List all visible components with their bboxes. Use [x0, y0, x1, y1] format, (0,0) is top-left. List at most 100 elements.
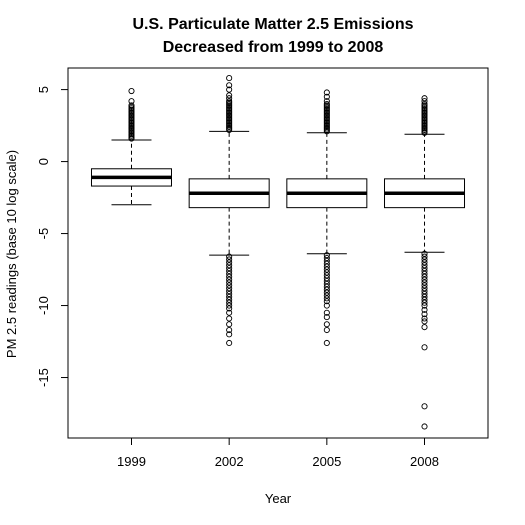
outlier-point: [421, 95, 428, 102]
outlier-point: [226, 296, 233, 303]
outlier-point: [323, 326, 330, 334]
outlier-point: [323, 278, 330, 285]
box-2005: [286, 89, 368, 347]
outlier-point: [323, 263, 330, 270]
outlier-point: [421, 403, 428, 410]
outlier-point: [226, 75, 233, 82]
y-axis-label: PM 2.5 readings (base 10 log scale): [4, 150, 19, 358]
outlier-point: [323, 309, 330, 316]
y-tick-label: 0: [36, 158, 51, 165]
x-tick-label: 1999: [117, 454, 146, 469]
box-1999: [90, 87, 172, 206]
outlier-point: [421, 423, 428, 430]
outlier-point: [421, 282, 428, 289]
outlier-point: [421, 285, 428, 292]
outlier-point: [226, 321, 233, 328]
outlier-point: [323, 283, 330, 290]
outlier-point: [226, 98, 233, 105]
x-tick-label: 2008: [410, 454, 439, 469]
outlier-point: [421, 315, 428, 322]
x-tick-label: 2005: [312, 454, 341, 469]
outlier-point: [323, 321, 330, 328]
y-tick-label: -5: [36, 228, 51, 240]
outlier-point: [323, 298, 330, 305]
outlier-point: [421, 290, 428, 298]
outlier-point: [421, 273, 428, 280]
chart-title-line2: Decreased from 1999 to 2008: [163, 39, 384, 56]
outlier-point: [226, 288, 233, 295]
outlier-point: [226, 293, 233, 300]
outlier-point: [421, 265, 428, 272]
outlier-point: [421, 259, 428, 266]
outlier-point: [421, 267, 428, 275]
outlier-point: [226, 95, 233, 102]
outlier-point: [323, 286, 330, 293]
outlier-point: [421, 344, 428, 351]
outlier-point: [226, 326, 233, 334]
outlier-point: [226, 302, 233, 309]
outlier-point: [421, 299, 428, 306]
outlier-point: [323, 272, 330, 279]
chart-title-line1: U.S. Particulate Matter 2.5 Emissions: [133, 16, 414, 33]
outlier-point: [421, 296, 428, 303]
outlier-point: [421, 98, 428, 105]
outlier-point: [421, 100, 428, 108]
y-tick-label: 5: [36, 86, 51, 93]
outlier-point: [421, 250, 428, 257]
x-axis: 1999 2002 2005 2008: [117, 437, 439, 469]
outlier-point: [226, 265, 233, 272]
outlier-point: [323, 275, 330, 282]
outlier-point: [421, 253, 428, 260]
outlier-point: [226, 273, 233, 280]
outlier-point: [226, 315, 233, 322]
outlier-point: [323, 266, 330, 273]
outlier-point: [421, 302, 428, 309]
outlier-point: [226, 309, 233, 316]
outlier-point: [323, 252, 330, 259]
outlier-point: [421, 311, 428, 318]
outlier-point: [128, 87, 135, 95]
outlier-point: [226, 339, 233, 347]
outlier-point: [421, 262, 428, 269]
outlier-point: [323, 314, 330, 321]
outlier-point: [323, 292, 330, 299]
outlier-point: [323, 257, 330, 264]
outlier-point: [226, 299, 233, 306]
outlier-point: [226, 92, 233, 99]
outlier-point: [323, 280, 330, 288]
y-tick-label: -10: [36, 296, 51, 315]
outlier-point: [323, 89, 330, 96]
y-axis: 5 0 -5 -10 -15: [36, 86, 69, 387]
outlier-point: [323, 93, 330, 100]
outlier-point: [323, 98, 330, 105]
outlier-point: [323, 254, 330, 262]
outlier-point: [421, 270, 428, 277]
outlier-point: [421, 256, 428, 263]
outlier-point: [226, 253, 233, 260]
outlier-point: [226, 290, 233, 298]
outlier-point: [226, 267, 233, 275]
outlier-point: [323, 302, 330, 309]
outlier-point: [421, 288, 428, 295]
outlier-point: [323, 260, 330, 267]
outlier-point: [226, 276, 233, 283]
box-series: [90, 75, 466, 430]
outlier-point: [323, 269, 330, 276]
box-2008: [384, 95, 466, 430]
outlier-point: [323, 289, 330, 296]
outlier-point: [226, 282, 233, 289]
outlier-point: [323, 100, 330, 108]
outlier-point: [421, 306, 428, 313]
outlier-point: [323, 295, 330, 302]
outlier-point: [323, 339, 330, 347]
outlier-point: [226, 270, 233, 277]
outlier-point: [421, 276, 428, 283]
outlier-point: [421, 324, 428, 331]
outlier-point: [226, 259, 233, 266]
outlier-point: [128, 102, 135, 109]
y-tick-label: -15: [36, 368, 51, 387]
outlier-point: [226, 331, 233, 338]
box-2002: [188, 75, 270, 347]
